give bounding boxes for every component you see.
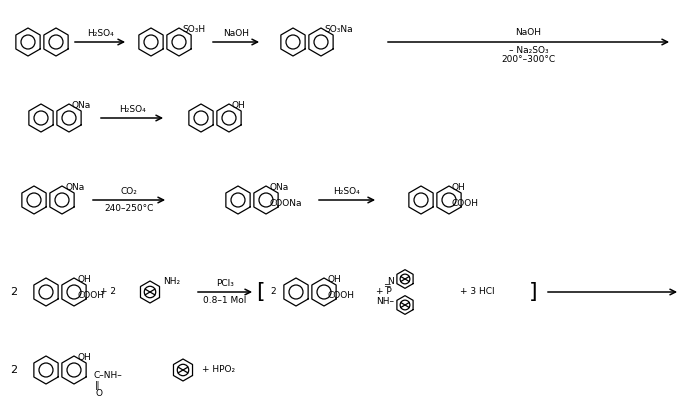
Text: COOH: COOH xyxy=(452,199,479,208)
Text: ]: ] xyxy=(529,282,538,302)
Text: C–NH–: C–NH– xyxy=(93,372,121,380)
Text: 2: 2 xyxy=(10,365,17,375)
Text: + 2: + 2 xyxy=(100,287,116,297)
Text: CO₂: CO₂ xyxy=(121,187,137,196)
Text: OH: OH xyxy=(452,183,466,191)
Text: 240–250°C: 240–250°C xyxy=(104,204,154,213)
Text: H₂SO₄: H₂SO₄ xyxy=(334,187,360,196)
Text: NaOH: NaOH xyxy=(223,29,249,38)
Text: H₂SO₄: H₂SO₄ xyxy=(87,29,113,38)
Text: O: O xyxy=(96,390,103,399)
Text: OH: OH xyxy=(327,274,341,283)
Text: 2: 2 xyxy=(270,287,275,297)
Text: + P: + P xyxy=(376,287,392,297)
Text: 200°–300°C: 200°–300°C xyxy=(502,55,555,64)
Text: ‖: ‖ xyxy=(95,380,99,390)
Text: SO₃H: SO₃H xyxy=(182,25,205,33)
Text: 2: 2 xyxy=(10,287,17,297)
Text: ONa: ONa xyxy=(269,183,288,191)
Text: NH–: NH– xyxy=(375,297,394,307)
Text: ONa: ONa xyxy=(65,183,84,191)
Text: PCl₃: PCl₃ xyxy=(216,279,234,288)
Text: + 3 HCl: + 3 HCl xyxy=(460,287,495,297)
Text: COOH: COOH xyxy=(327,291,354,301)
Text: NH₂: NH₂ xyxy=(163,278,180,287)
Text: OH: OH xyxy=(77,274,91,283)
Text: =: = xyxy=(383,282,391,291)
Text: 0.8–1 Mol: 0.8–1 Mol xyxy=(204,296,247,305)
Text: OH: OH xyxy=(77,353,91,361)
Text: NaOH: NaOH xyxy=(515,28,542,37)
Text: COONa: COONa xyxy=(269,199,302,208)
Text: – Na₂SO₃: – Na₂SO₃ xyxy=(509,46,549,55)
Text: SO₃Na: SO₃Na xyxy=(324,25,353,33)
Text: OH: OH xyxy=(232,100,246,110)
Text: H₂SO₄: H₂SO₄ xyxy=(119,105,146,114)
Text: COOH: COOH xyxy=(77,291,104,301)
Text: ONa: ONa xyxy=(72,100,91,110)
Text: N: N xyxy=(387,278,394,287)
Text: [: [ xyxy=(256,282,264,302)
Text: + HPO₂: + HPO₂ xyxy=(202,366,235,374)
